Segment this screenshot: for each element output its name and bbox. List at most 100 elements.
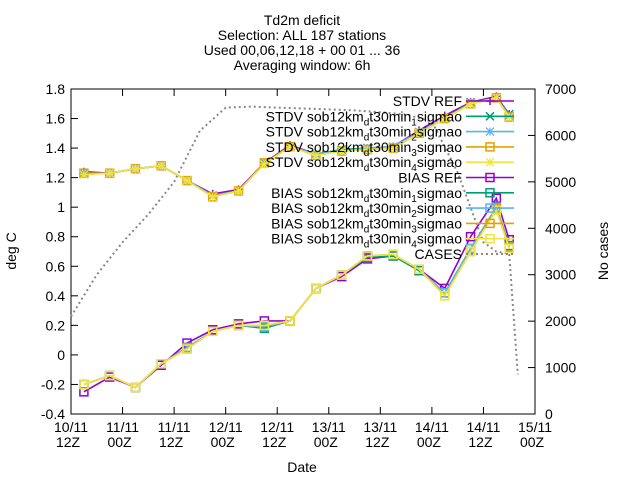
y-tick-label: 1.4 [46,140,66,156]
data-point [259,320,270,331]
legend-label: STDV sob12kmdt30min4sigmao [266,154,463,174]
legend-label: BIAS sob12kmdt30min2sigmao [271,200,462,220]
title-line: Used 00,06,12,18 + 00 01 ... 36 [204,42,401,58]
data-point [182,344,192,354]
y-tick-label: 0.4 [46,288,66,304]
x-tick-label-date: 13/11 [312,419,346,435]
legend-marker [485,111,495,121]
legend-label: BIAS REF [398,170,462,186]
y-axis-ticks: -0.4 -0.2 0 0.2 0.4 0.6 0.8 1 1.2 1.4 1.6 1.8 [41,81,78,422]
legend-marker [485,233,495,244]
y-tick-label: 1.2 [46,170,66,186]
y-tick-label: 0.2 [46,317,66,333]
data-point [130,382,141,393]
y2-tick-label: 4000 [545,220,576,236]
data-point [285,142,295,152]
legend-label: STDV REF [393,93,462,109]
data-point [104,370,115,381]
legend-label: BIAS sob12kmdt30min4sigmao [271,231,462,251]
legend-marker [485,203,495,213]
series-9 [79,205,514,393]
data-point [491,205,502,215]
x-tick-label-date: 11/11 [158,419,191,435]
x-tick-label-hour: 12Z [159,434,184,450]
plot-area [70,88,536,415]
y2-tick-label: 6000 [545,127,576,143]
data-point [504,243,514,254]
data-point [285,316,295,326]
data-point [440,114,450,123]
y-tick-label: 1.6 [46,111,66,127]
data-point [388,249,398,260]
x-tick-label-hour: 00Z [314,434,339,450]
data-point [465,246,476,257]
data-point [79,379,89,390]
x-axis-label: Date [287,459,317,475]
x-tick-label-hour: 00Z [417,434,442,450]
data-point [414,264,424,274]
x-axis-ticks: 10/1112Z11/1100Z11/1112Z12/1100Z12/1112Z… [54,89,552,450]
title-line: Selection: ALL 187 stations [218,27,386,43]
x-tick-label-date: 11/11 [106,419,139,435]
series-line-cases [70,105,519,375]
title-line: Averaging window: 6h [234,57,371,73]
x-tick-label-date: 15/11 [518,419,552,435]
data-point [259,159,269,169]
data-point [363,145,372,154]
data-point [131,164,140,174]
legend-label: BIAS sob12kmdt30min3sigmao [271,215,462,235]
series-line [83,96,510,198]
y-tick-label: 0.8 [46,229,66,245]
data-point [491,93,501,103]
y-tick-label: -0.2 [41,376,65,392]
data-point [440,291,450,301]
x-tick-label-date: 10/11 [54,419,88,435]
x-tick-label-hour: 12Z [365,434,390,450]
y2-tick-label: 1000 [545,360,576,376]
legend-marker [485,218,495,229]
x-tick-label-date: 12/11 [260,419,294,435]
data-point [362,251,373,261]
data-point [337,146,347,156]
y-axis-label: deg C [3,232,19,269]
legend-label: STDV sob12kmdt30min2sigmao [266,124,463,144]
legend-marker [485,188,495,198]
data-point [465,231,476,242]
data-point [233,320,244,331]
data-point [208,192,218,202]
data-point [491,193,502,204]
y2-tick-label: 3000 [545,267,576,283]
y-tick-label: 0 [57,347,65,363]
y2-tick-label: 7000 [545,81,576,97]
x-tick-label-hour: 12Z [468,434,493,450]
data-point [311,151,321,160]
series-4 [79,93,514,202]
legend-marker [485,127,495,137]
y-tick-label: 1 [57,199,65,215]
y2-axis-label: No cases [595,222,611,280]
legend-label: STDV sob12kmdt30min1sigmao [266,108,463,128]
y2-tick-label: 0 [545,406,553,422]
data-point [156,359,166,369]
data-point [336,270,347,280]
legend-marker [485,157,495,167]
x-tick-label-hour: 12Z [262,434,287,450]
x-tick-label-date: 12/11 [209,419,243,435]
y2-tick-label: 2000 [545,313,576,329]
data-point [234,186,243,196]
x-tick-label-date: 14/11 [415,419,449,435]
y-tick-label: -0.4 [41,406,65,422]
data-point [311,283,321,294]
y-tick-label: 1.8 [46,81,66,97]
legend-marker [485,142,495,152]
legend-label: CASES [415,246,462,262]
data-point [466,99,475,109]
y2-tick-label: 5000 [545,174,576,190]
data-point [79,170,89,180]
x-tick-label-hour: 12Z [56,434,81,450]
plot-frame [70,88,536,415]
y-tick-label: 0.6 [46,258,66,274]
